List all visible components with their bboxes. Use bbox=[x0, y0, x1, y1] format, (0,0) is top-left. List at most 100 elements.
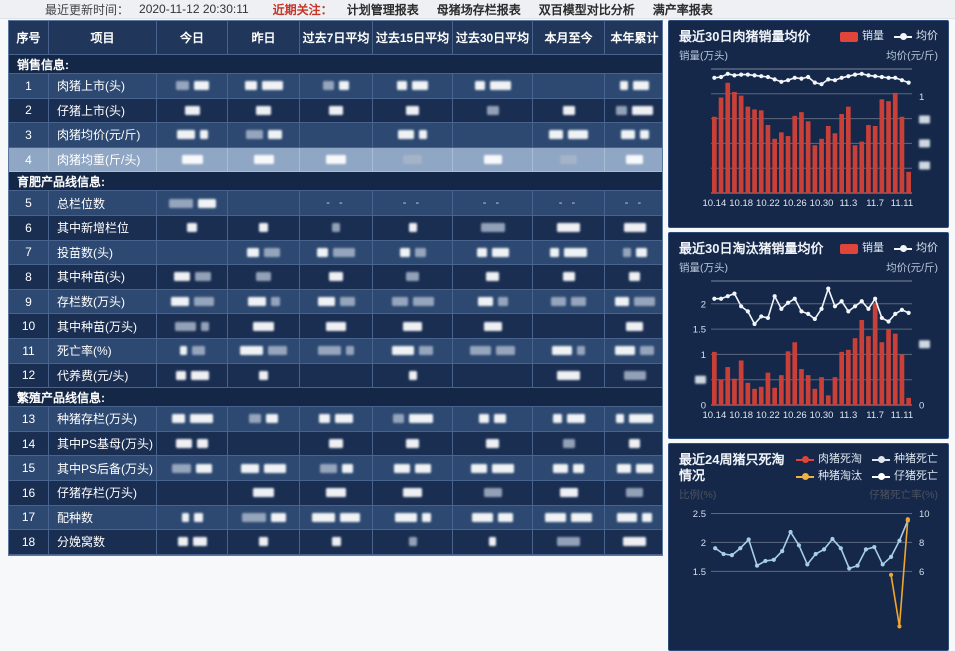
redacted-value-cell bbox=[605, 363, 662, 389]
table-row-7[interactable]: 7 投苗数(头) bbox=[9, 240, 662, 266]
legend-line-swatch bbox=[894, 244, 912, 254]
row-number: 17 bbox=[9, 505, 49, 531]
redacted-value-cell bbox=[300, 431, 373, 457]
legend-item[interactable]: 均价 bbox=[894, 241, 938, 256]
redacted-value-cell bbox=[533, 147, 605, 173]
table-row-13[interactable]: 13 种猪存栏(万头) bbox=[9, 407, 662, 432]
table-row-15[interactable]: 15 其中PS后备(万头) bbox=[9, 456, 662, 481]
redacted-value-cell bbox=[605, 289, 662, 315]
legend-bar-swatch bbox=[840, 31, 858, 42]
table-row-4[interactable]: 4 肉猪均重(斤/头) bbox=[9, 147, 662, 173]
table-row-11[interactable]: 11 死亡率(%) bbox=[9, 338, 662, 364]
table-row-1[interactable]: 1 肉猪上市(头) bbox=[9, 74, 662, 99]
legend-item[interactable]: 种猪死亡 bbox=[872, 452, 938, 467]
redacted-value-cell bbox=[300, 554, 373, 555]
right-axis-label: 仔猪死亡率(%) bbox=[869, 489, 938, 501]
table-row-18[interactable]: 18 分娩窝数 bbox=[9, 530, 662, 555]
table-row-8[interactable]: 8 其中种苗(头) bbox=[9, 265, 662, 290]
redacted-value-cell bbox=[373, 407, 453, 432]
redacted-value-cell bbox=[157, 338, 228, 364]
redacted-value-cell bbox=[157, 123, 228, 148]
redacted-value-cell bbox=[300, 456, 373, 481]
redacted-value-cell bbox=[373, 289, 453, 315]
redacted-value-cell: - - bbox=[533, 191, 605, 216]
table-row-5[interactable]: 5 总栏位数 - -- -- -- -- - bbox=[9, 191, 662, 216]
legend-item[interactable]: 仔猪死亡 bbox=[872, 469, 938, 484]
row-item-name: 仔猪存栏(万头) bbox=[49, 480, 157, 506]
table-row-9[interactable]: 9 存栏数(万头) bbox=[9, 289, 662, 315]
legend-line-swatch bbox=[872, 455, 890, 465]
redacted-value-cell bbox=[373, 98, 453, 124]
table-row-14[interactable]: 14 其中PS基母(万头) bbox=[9, 431, 662, 457]
table-row-6[interactable]: 6 其中新增栏位 bbox=[9, 215, 662, 241]
row-item-name: 其中PS后备(万头) bbox=[49, 456, 157, 481]
legend-item[interactable]: 销量 bbox=[840, 29, 884, 44]
redacted-value-cell bbox=[300, 147, 373, 173]
redacted-value-cell bbox=[157, 289, 228, 315]
redacted-value-cell bbox=[157, 530, 228, 555]
row-number: 1 bbox=[9, 74, 49, 99]
table-row-19[interactable]: 19窝均活仔(头/窝) bbox=[9, 554, 662, 555]
legend-line-swatch bbox=[872, 472, 890, 482]
row-number: 13 bbox=[9, 407, 49, 432]
row-item-name: 肉猪上市(头) bbox=[49, 74, 157, 99]
menu-item-2[interactable]: 母猪场存栏报表 bbox=[436, 2, 521, 17]
column-header: 过去15日平均 bbox=[373, 21, 453, 55]
table-row-10[interactable]: 10 其中种苗(万头) bbox=[9, 314, 662, 339]
redacted-value-cell bbox=[300, 98, 373, 124]
redacted-value-cell bbox=[373, 363, 453, 389]
row-number: 9 bbox=[9, 289, 49, 315]
redacted-value-cell bbox=[228, 123, 300, 148]
pig-sales-chart: 10.14 10.18 10.22 10.26 10.30 11.3 11.7 11.11 1 bbox=[702, 68, 930, 209]
redacted-value-cell bbox=[157, 456, 228, 481]
redacted-value-cell bbox=[157, 240, 228, 266]
section-header-row: 育肥产品线信息: bbox=[9, 172, 662, 192]
legend-item[interactable]: 种猪淘汰 bbox=[796, 469, 862, 484]
row-number: 2 bbox=[9, 98, 49, 124]
menu-item-1[interactable]: 计划管理报表 bbox=[346, 2, 419, 17]
row-item-name: 窝均活仔(头/窝) bbox=[49, 554, 157, 555]
redacted-value-cell bbox=[605, 480, 662, 506]
svg-text:10.22: 10.22 bbox=[756, 198, 780, 209]
redacted-value-cell bbox=[228, 407, 300, 432]
redacted-value-cell bbox=[228, 480, 300, 506]
svg-text:0: 0 bbox=[701, 401, 706, 412]
redacted-value-cell bbox=[228, 265, 300, 290]
left-axis-label: 比例(%) bbox=[679, 489, 717, 501]
redacted-value-cell bbox=[228, 456, 300, 481]
table-row-12[interactable]: 12 代养费(元/头) bbox=[9, 363, 662, 389]
redacted-value-cell bbox=[228, 530, 300, 555]
svg-text:11.3: 11.3 bbox=[839, 198, 857, 209]
update-time-value: 2020-11-12 20:30:11 bbox=[139, 2, 249, 16]
redacted-value-cell: - - bbox=[300, 191, 373, 216]
table-row-3[interactable]: 3 肉猪均价(元/斤) bbox=[9, 123, 662, 148]
table-row-2[interactable]: 2 仔猪上市(头) bbox=[9, 98, 662, 124]
table-row-17[interactable]: 17 配种数 bbox=[9, 505, 662, 531]
redacted-value-cell bbox=[228, 431, 300, 457]
legend-item[interactable]: 肉猪死淘 bbox=[796, 452, 862, 467]
chart-panel-pig-sales: 最近30日肉猪销量均价 销量 均价 销量(万头) 均价(元/斤) 10.14 10.… bbox=[668, 20, 949, 228]
redacted-value-cell bbox=[157, 431, 228, 457]
legend-item[interactable]: 销量 bbox=[840, 241, 884, 256]
redacted-value-cell bbox=[157, 98, 228, 124]
svg-text:1: 1 bbox=[919, 92, 924, 103]
redacted-value-cell bbox=[533, 431, 605, 457]
redacted-value-cell bbox=[453, 480, 533, 506]
redacted-value-cell bbox=[228, 191, 300, 216]
row-number: 5 bbox=[9, 191, 49, 216]
row-number: 16 bbox=[9, 480, 49, 506]
legend-item[interactable]: 均价 bbox=[894, 29, 938, 44]
svg-text:6: 6 bbox=[919, 567, 924, 578]
table-row-16[interactable]: 16 仔猪存栏(万头) bbox=[9, 480, 662, 506]
redacted-value-cell bbox=[453, 265, 533, 290]
redacted-value-cell bbox=[605, 505, 662, 531]
redacted-value-cell bbox=[157, 314, 228, 339]
menu-item-4[interactable]: 满产率报表 bbox=[652, 2, 713, 17]
svg-text:0: 0 bbox=[919, 401, 924, 412]
redacted-value-cell bbox=[373, 215, 453, 241]
section-header-row: 繁殖产品线信息: bbox=[9, 388, 662, 408]
menu-item-3[interactable]: 双百模型对比分析 bbox=[538, 2, 635, 17]
svg-text:10.26: 10.26 bbox=[783, 198, 807, 209]
redacted-value-cell bbox=[300, 338, 373, 364]
redacted-value-cell bbox=[373, 123, 453, 148]
